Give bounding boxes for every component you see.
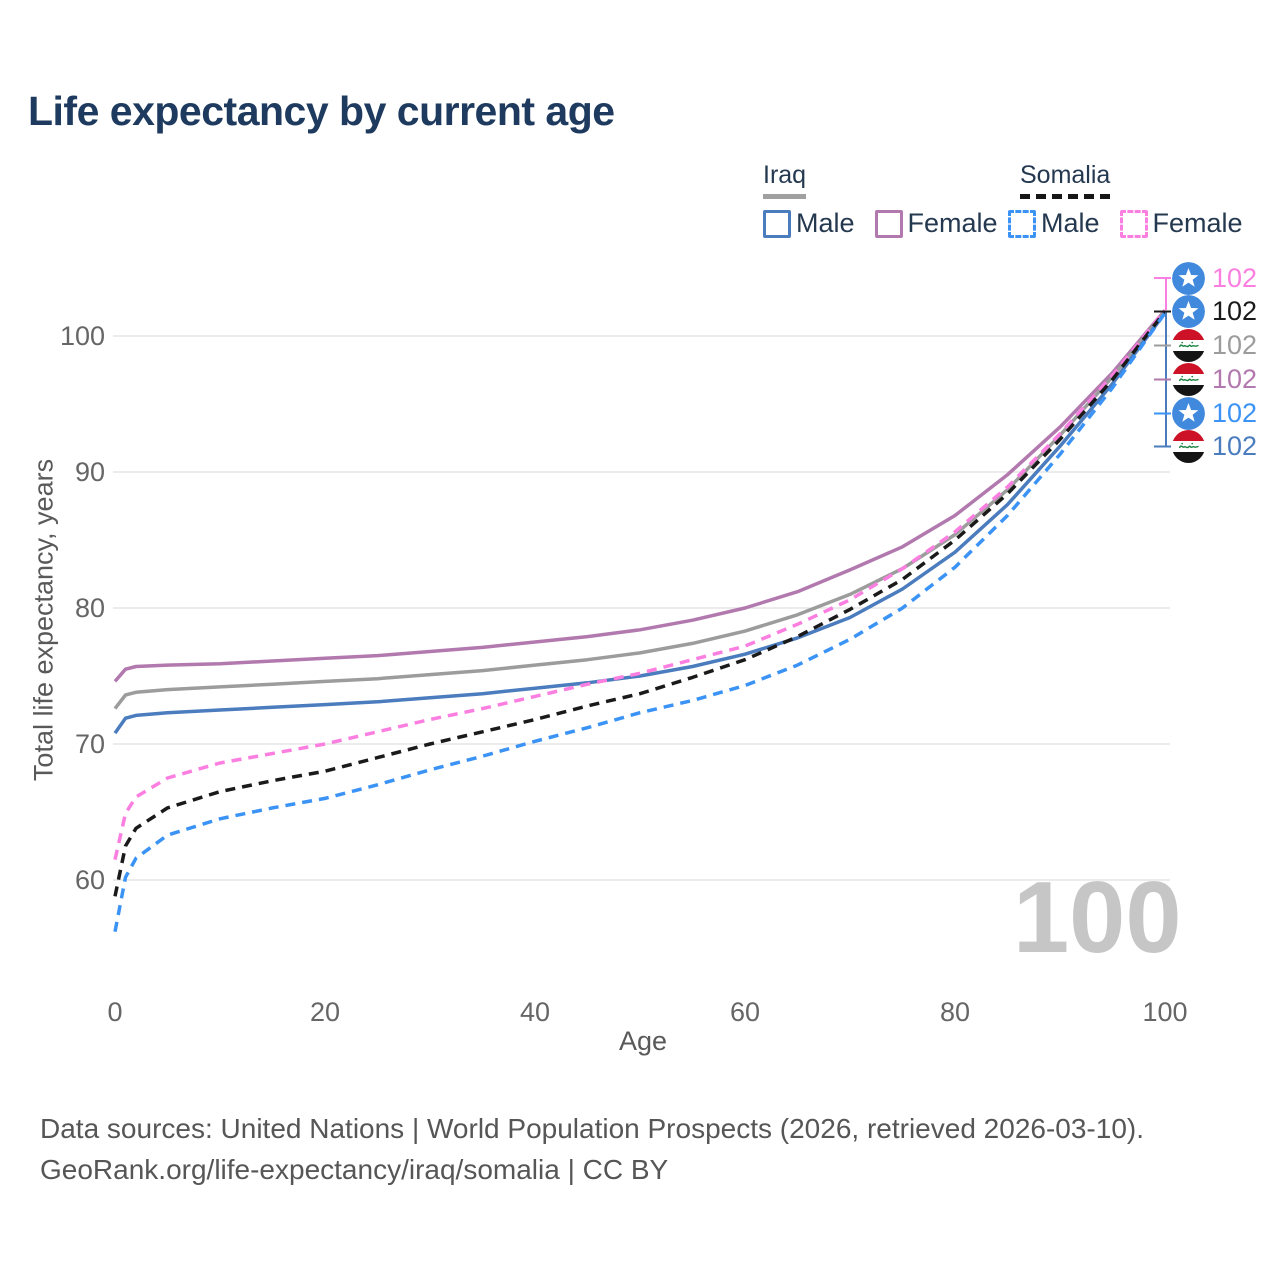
legend-group-iraq: Iraq Male Female [763,161,1018,239]
y-tick-label: 80 [75,593,105,623]
legend-checkbox-iraq-female[interactable] [874,209,903,238]
end-label-iraq-both: 102 [1172,329,1257,362]
data-sources-line: Data sources: United Nations | World Pop… [40,1113,1145,1144]
series-line-iraq-male [113,311,1167,735]
iraq-flag-icon [1172,363,1205,396]
y-tick-label: 70 [75,729,105,759]
series-line-somalia [113,310,1167,897]
x-tick-label: 100 [1142,997,1187,1027]
legend-somalia-header: Somalia [1020,161,1111,199]
y-axis-title: Total life expectancy, years [28,458,59,782]
x-tick-label: 20 [310,997,340,1027]
end-value: 102 [1212,263,1258,293]
end-label-iraq-male: 102 [1172,430,1257,463]
x-tick-label: 80 [940,997,970,1027]
footer: Data sources: United Nations | World Pop… [40,1108,1144,1190]
legend-checkbox-somalia-male[interactable] [1008,209,1036,238]
x-tick-label: 40 [520,997,550,1027]
legend-iraq-header: Iraq [763,161,807,199]
end-value: 102 [1212,330,1258,360]
end-value: 102 [1212,398,1258,428]
end-value: 102 [1212,431,1258,461]
attribution-line: GeoRank.org/life-expectancy/iraq/somalia… [40,1154,669,1185]
legend-group-somalia: Somalia Male Female [1008,161,1263,239]
iraq-flag-icon [1172,329,1205,362]
x-axis-title: Age [618,1026,668,1056]
somalia-flag-icon [1172,397,1205,430]
somalia-flag-icon [1172,295,1205,328]
legend-label-iraq-female: Female [907,208,998,238]
legend-label-somalia-male: Male [1041,208,1100,238]
y-tick-label: 90 [75,457,105,487]
end-label-somalia-female: 102 [1172,262,1257,295]
series-line-iraq-female [113,309,1167,683]
series-line-iraq [113,310,1167,710]
somalia-flag-icon [1172,262,1205,295]
legend-label-iraq-male: Male [796,208,855,238]
end-value: 102 [1212,296,1258,326]
iraq-flag-icon [1172,430,1205,463]
series-line-somalia-male [113,311,1167,933]
series-line-somalia-female [113,309,1167,860]
legend-label-somalia-female: Female [1152,208,1243,238]
legend-iraq-items: Male Female [763,208,1018,239]
legend-checkbox-iraq-male[interactable] [763,209,791,238]
x-tick-label: 60 [730,997,760,1027]
end-label-somalia-male: 102 [1172,397,1257,430]
y-tick-label: 100 [60,321,105,351]
end-label-somalia-both: 102 [1172,295,1257,328]
legend-somalia-items: Male Female [1008,208,1263,239]
end-label-iraq-female: 102 [1172,363,1257,396]
x-tick-label: 0 [107,997,122,1027]
y-tick-label: 60 [75,865,105,895]
end-value: 102 [1212,364,1258,394]
page-title: Life expectancy by current age [28,88,615,134]
age-counter-watermark: 100 [1013,862,1182,974]
legend-checkbox-somalia-female[interactable] [1119,209,1148,238]
